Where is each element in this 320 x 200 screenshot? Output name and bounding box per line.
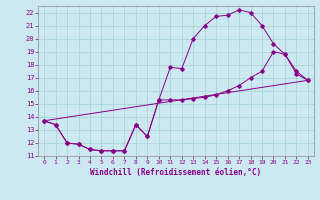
X-axis label: Windchill (Refroidissement éolien,°C): Windchill (Refroidissement éolien,°C) — [91, 168, 261, 177]
